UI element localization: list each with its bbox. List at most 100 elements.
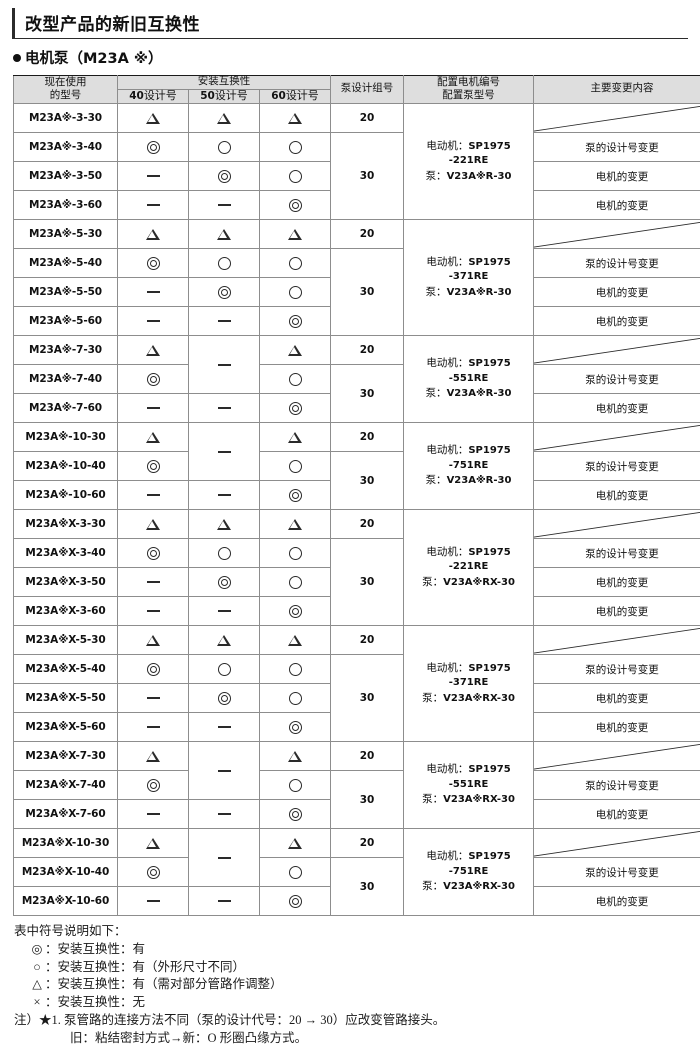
motor-code-line: 电动机：SP1975 bbox=[404, 443, 533, 459]
cell-model: M23A※-3-50 bbox=[14, 162, 118, 191]
symbol-double-circle-icon bbox=[218, 576, 231, 589]
cell-model: M23A※-5-50 bbox=[14, 278, 118, 307]
motor-code-line: 电动机：SP1975 bbox=[404, 255, 533, 271]
symbol-dash-icon bbox=[218, 451, 231, 453]
cell-main-change: 电机的变更 bbox=[534, 394, 700, 423]
motor-code-line: 电动机：SP1975 bbox=[404, 356, 533, 372]
symbol-circle-icon bbox=[218, 663, 231, 676]
cell-compat-40 bbox=[118, 336, 189, 365]
cell-compat-40 bbox=[118, 191, 189, 220]
cell-main-change: 电机的变更 bbox=[534, 597, 700, 626]
cell-model: M23A※-5-40 bbox=[14, 249, 118, 278]
motor-code-line: 电动机：SP1975 bbox=[404, 545, 533, 561]
cell-model: M23A※-7-40 bbox=[14, 365, 118, 394]
col-header-design-40: 40设计号 bbox=[118, 89, 189, 103]
cell-compat-50 bbox=[189, 510, 260, 539]
cell-compat-60 bbox=[260, 249, 331, 278]
symbol-triangle-icon bbox=[288, 345, 302, 356]
document-page: 改型产品的新旧互换性 电机泵（M23A ※） 现在使用 的型号 安装互换性 泵设… bbox=[0, 8, 700, 1028]
cell-main-change bbox=[534, 510, 700, 539]
motor-code-suffix: -751RE bbox=[404, 459, 533, 474]
diagonal-slash-icon bbox=[534, 423, 700, 451]
cell-pump-design-group: 30 bbox=[331, 452, 404, 510]
cell-compat-40 bbox=[118, 684, 189, 713]
pump-code-line: 泵：V23A※RX-30 bbox=[404, 792, 533, 808]
symbol-dash-icon bbox=[147, 813, 160, 815]
legend-item: ◎：安装互换性：有 bbox=[14, 941, 686, 959]
cell-model: M23A※-5-30 bbox=[14, 220, 118, 249]
motor-code-line: 电动机：SP1975 bbox=[404, 762, 533, 778]
cell-compat-40 bbox=[118, 365, 189, 394]
symbol-dash-icon bbox=[147, 581, 160, 583]
pump-code-line: 泵：V23A※RX-30 bbox=[404, 879, 533, 895]
cell-compat-60 bbox=[260, 307, 331, 336]
pump-code-line: 泵：V23A※R-30 bbox=[404, 285, 533, 301]
cell-compat-50 bbox=[189, 481, 260, 510]
cell-model: M23A※X-10-30 bbox=[14, 829, 118, 858]
col-header-pump-design-group: 泵设计组号 bbox=[331, 76, 404, 104]
cell-pump-design-group: 20 bbox=[331, 510, 404, 539]
compatibility-table: 现在使用 的型号 安装互换性 泵设计组号 配置电机编号 配置泵型号 主要变更内容… bbox=[13, 75, 700, 916]
header-row-top: 现在使用 的型号 安装互换性 泵设计组号 配置电机编号 配置泵型号 主要变更内容… bbox=[14, 76, 700, 90]
diagonal-slash-icon bbox=[534, 829, 700, 857]
footnote-line-2: 旧：粘结密封方式→新：O 形圈凸缘方式。 bbox=[14, 1030, 686, 1047]
cell-model: M23A※-7-60 bbox=[14, 394, 118, 423]
cell-compat-60 bbox=[260, 162, 331, 191]
symbol-double-circle-icon bbox=[289, 489, 302, 502]
cell-model: M23A※X-10-40 bbox=[14, 858, 118, 887]
legend-item-text: ：安装互换性：有（外形尺寸不同） bbox=[45, 960, 245, 974]
symbol-triangle-icon bbox=[288, 838, 302, 849]
symbol-double-circle-icon bbox=[289, 895, 302, 908]
symbol-double-circle-icon bbox=[147, 257, 160, 270]
cell-model: M23A※X-3-60 bbox=[14, 597, 118, 626]
symbol-dash-icon bbox=[218, 813, 231, 815]
legend-item: ○：安装互换性：有（外形尺寸不同） bbox=[14, 959, 686, 977]
symbol-double-circle-icon bbox=[147, 460, 160, 473]
symbol-circle-icon bbox=[289, 692, 302, 705]
cell-main-change: 泵的设计号变更 bbox=[534, 655, 700, 684]
cell-pump-design-group: 30 bbox=[331, 655, 404, 742]
symbol-dash-icon bbox=[147, 320, 160, 322]
legend-double-circle-icon: ◎ bbox=[30, 941, 44, 959]
cell-pump-design-group: 30 bbox=[331, 365, 404, 423]
cell-model: M23A※-10-60 bbox=[14, 481, 118, 510]
cell-compat-40 bbox=[118, 887, 189, 916]
symbol-triangle-icon bbox=[288, 432, 302, 443]
symbol-dash-icon bbox=[218, 320, 231, 322]
cell-pump-design-group: 20 bbox=[331, 423, 404, 452]
cell-compat-40 bbox=[118, 452, 189, 481]
cell-compat-60 bbox=[260, 510, 331, 539]
cell-main-change: 电机的变更 bbox=[534, 481, 700, 510]
motor-code-suffix: -371RE bbox=[404, 676, 533, 691]
diagonal-slash-icon bbox=[534, 510, 700, 538]
pump-code-line: 泵：V23A※R-30 bbox=[404, 169, 533, 185]
cell-compat-40 bbox=[118, 423, 189, 452]
cell-compat-50 bbox=[189, 568, 260, 597]
symbol-triangle-icon bbox=[146, 635, 160, 646]
symbol-triangle-icon bbox=[146, 751, 160, 762]
col-header-mount-compat: 安装互换性 bbox=[118, 76, 331, 90]
cell-pump-design-group: 30 bbox=[331, 249, 404, 336]
symbol-double-circle-icon bbox=[289, 402, 302, 415]
legend-item: △：安装互换性：有（需对部分管路作调整） bbox=[14, 976, 686, 994]
cell-compat-40 bbox=[118, 249, 189, 278]
symbol-dash-icon bbox=[147, 175, 160, 177]
cell-compat-40 bbox=[118, 742, 189, 771]
symbol-dash-icon bbox=[147, 900, 160, 902]
diagonal-slash-icon bbox=[534, 336, 700, 364]
cell-compat-60 bbox=[260, 887, 331, 916]
symbol-circle-icon bbox=[289, 373, 302, 386]
cell-compat-50 bbox=[189, 162, 260, 191]
motor-code-line: 电动机：SP1975 bbox=[404, 661, 533, 677]
cell-compat-50 bbox=[189, 655, 260, 684]
